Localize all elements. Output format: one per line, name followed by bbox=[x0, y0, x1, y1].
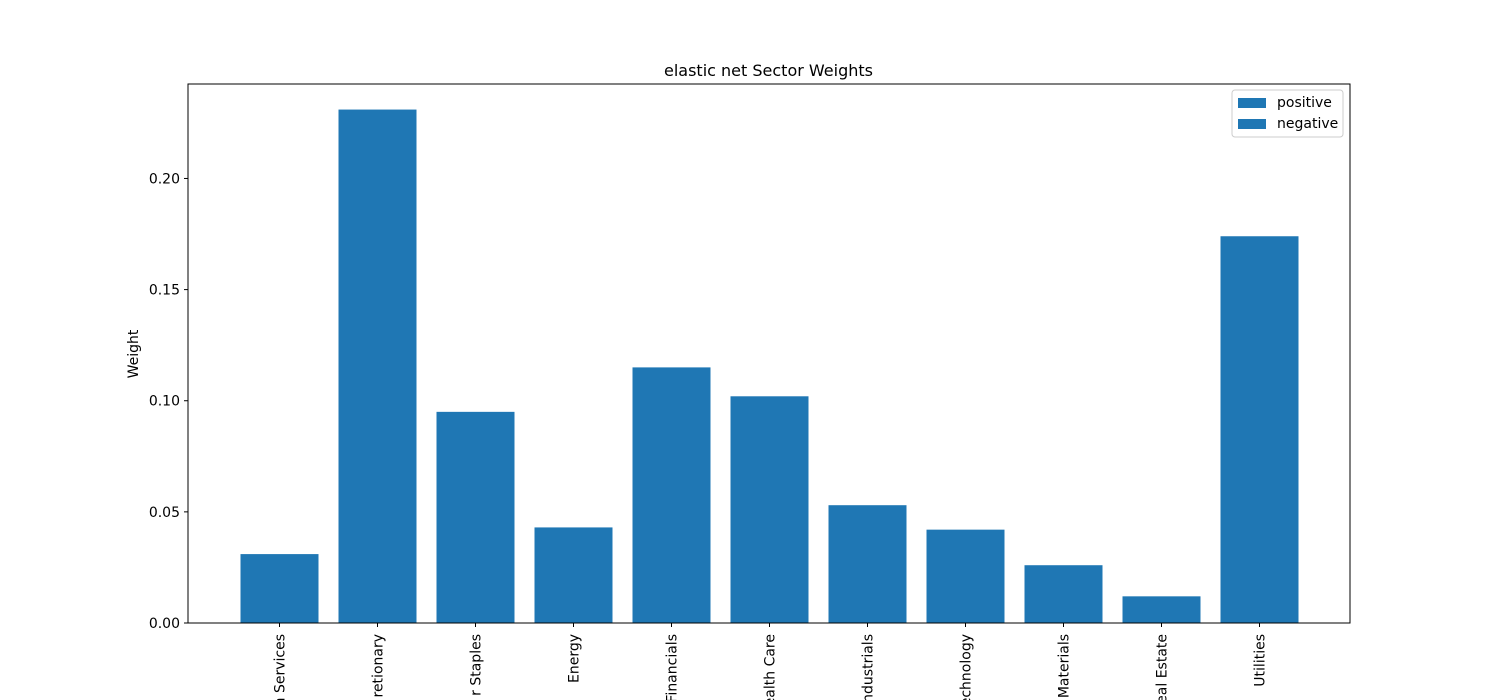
bar-positive bbox=[240, 554, 319, 623]
y-tick-label: 0.15 bbox=[149, 283, 180, 299]
bar-positive bbox=[828, 505, 907, 623]
x-tick-label: echnology bbox=[959, 634, 975, 700]
plot-frame bbox=[187, 83, 1351, 624]
bar-positive bbox=[1122, 596, 1201, 623]
x-tick-label: eal Estate bbox=[1155, 634, 1171, 700]
y-tick-label: 0.05 bbox=[149, 505, 180, 521]
bar-positive bbox=[632, 367, 711, 623]
x-tick-label: r Staples bbox=[469, 634, 485, 696]
bar-positive bbox=[1024, 565, 1103, 623]
y-tick-label: 0.20 bbox=[149, 171, 180, 187]
x-tick-label: ndustrials bbox=[861, 634, 877, 700]
y-tick-label: 0.00 bbox=[149, 616, 180, 632]
bar-positive bbox=[1220, 236, 1299, 623]
chart-title: elastic net Sector Weights bbox=[664, 61, 873, 80]
x-tick-label: n Services bbox=[273, 634, 289, 700]
legend-swatch-negative bbox=[1238, 119, 1266, 129]
legend-label-positive: positive bbox=[1277, 95, 1332, 111]
legend: positive negative bbox=[1231, 89, 1344, 138]
x-tick-label: retionary bbox=[371, 634, 387, 698]
bar-positive bbox=[926, 529, 1005, 623]
x-tick-label: Utilities bbox=[1253, 634, 1269, 687]
legend-swatch-positive bbox=[1238, 98, 1266, 108]
x-tick-label: ealth Care bbox=[763, 634, 779, 700]
x-tick-label: Materials bbox=[1057, 634, 1073, 698]
y-axis-ticks: 0.00 0.05 0.10 0.15 0.20 bbox=[149, 171, 188, 632]
bar-positive bbox=[338, 109, 417, 623]
bars-layer bbox=[240, 109, 1299, 623]
bar-positive bbox=[534, 527, 613, 623]
x-tick-label: Energy bbox=[567, 634, 583, 683]
y-axis-label: Weight bbox=[126, 329, 142, 378]
x-axis-ticks: n Services retionary r Staples Energy Financ… bbox=[273, 623, 1269, 700]
legend-label-negative: negative bbox=[1277, 116, 1338, 132]
bar-positive bbox=[436, 411, 515, 623]
x-tick-label: Financials bbox=[665, 634, 681, 700]
bar-positive bbox=[730, 396, 809, 623]
y-tick-label: 0.10 bbox=[149, 394, 180, 410]
